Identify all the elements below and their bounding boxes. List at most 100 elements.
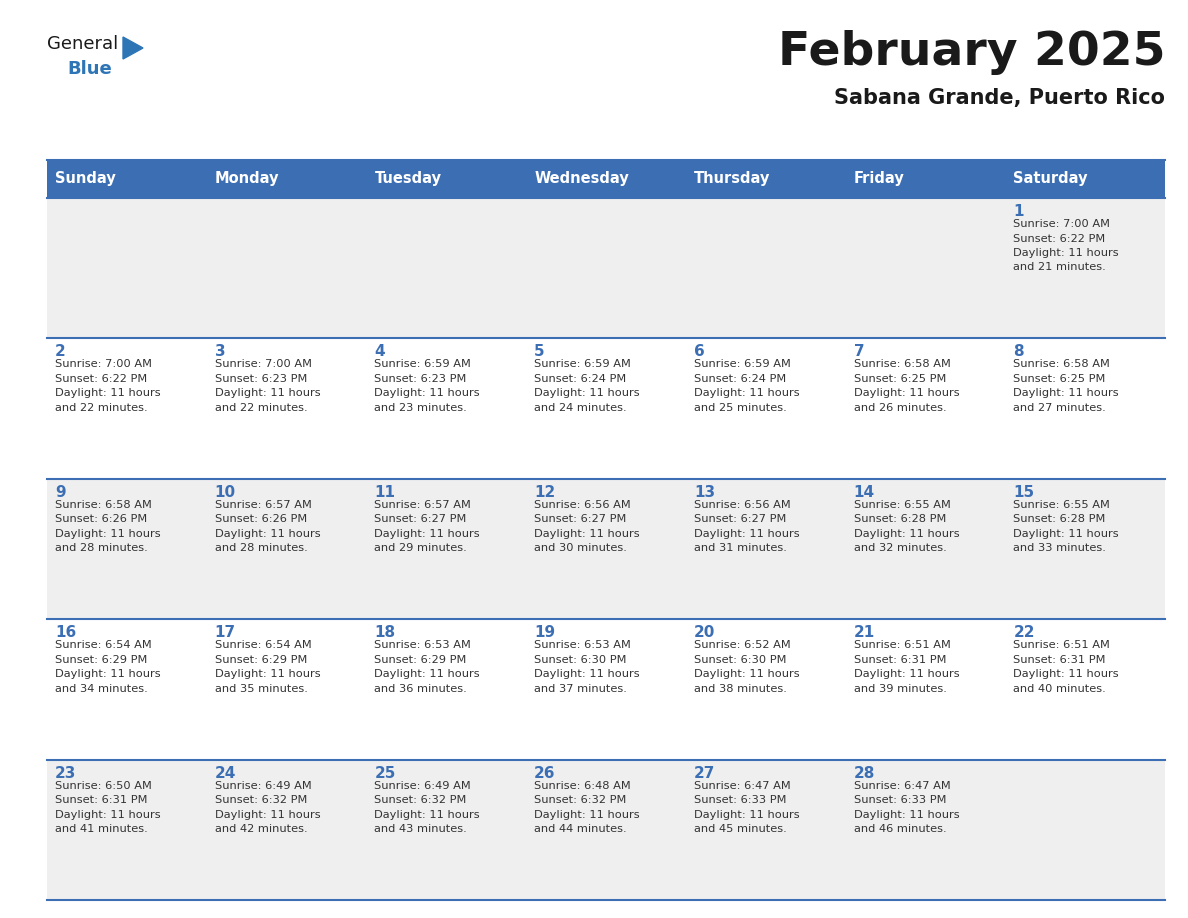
Bar [685, 160, 846, 198]
Text: Daylight: 11 hours: Daylight: 11 hours [853, 529, 959, 539]
Text: and 30 minutes.: and 30 minutes. [535, 543, 627, 554]
Text: Monday: Monday [215, 172, 279, 186]
Bar [1005, 198, 1165, 339]
Bar [1005, 620, 1165, 759]
Text: Daylight: 11 hours: Daylight: 11 hours [374, 669, 480, 679]
Bar [207, 198, 366, 339]
Bar [685, 339, 846, 479]
Text: Sunrise: 6:47 AM: Sunrise: 6:47 AM [694, 780, 790, 790]
Text: Sunrise: 6:51 AM: Sunrise: 6:51 AM [853, 640, 950, 650]
Text: Sunrise: 6:49 AM: Sunrise: 6:49 AM [374, 780, 472, 790]
Text: Sunset: 6:24 PM: Sunset: 6:24 PM [694, 374, 786, 384]
Bar [846, 620, 1005, 759]
Bar [207, 759, 366, 900]
Text: Sunset: 6:32 PM: Sunset: 6:32 PM [374, 795, 467, 805]
Text: and 27 minutes.: and 27 minutes. [1013, 403, 1106, 413]
Bar [526, 620, 685, 759]
Bar [685, 479, 846, 620]
Text: 14: 14 [853, 485, 874, 499]
Text: 11: 11 [374, 485, 396, 499]
Text: Daylight: 11 hours: Daylight: 11 hours [853, 810, 959, 820]
Text: and 46 minutes.: and 46 minutes. [853, 824, 946, 834]
Text: Daylight: 11 hours: Daylight: 11 hours [215, 810, 321, 820]
Text: and 35 minutes.: and 35 minutes. [215, 684, 308, 694]
Text: Daylight: 11 hours: Daylight: 11 hours [694, 388, 800, 398]
Bar [1005, 759, 1165, 900]
Text: 8: 8 [1013, 344, 1024, 360]
Text: Daylight: 11 hours: Daylight: 11 hours [215, 388, 321, 398]
Text: Sunrise: 7:00 AM: Sunrise: 7:00 AM [55, 360, 152, 369]
Text: Daylight: 11 hours: Daylight: 11 hours [1013, 669, 1119, 679]
Text: Friday: Friday [853, 172, 904, 186]
Text: and 41 minutes.: and 41 minutes. [55, 824, 147, 834]
Bar [48, 339, 207, 479]
Bar [48, 759, 207, 900]
Text: 21: 21 [853, 625, 874, 640]
Text: Daylight: 11 hours: Daylight: 11 hours [374, 810, 480, 820]
Text: and 33 minutes.: and 33 minutes. [1013, 543, 1106, 554]
Text: Daylight: 11 hours: Daylight: 11 hours [535, 529, 640, 539]
Text: Sunset: 6:30 PM: Sunset: 6:30 PM [694, 655, 786, 665]
Text: Sunset: 6:24 PM: Sunset: 6:24 PM [535, 374, 626, 384]
Bar [846, 759, 1005, 900]
Text: 13: 13 [694, 485, 715, 499]
Text: and 25 minutes.: and 25 minutes. [694, 403, 786, 413]
Text: Sunrise: 6:52 AM: Sunrise: 6:52 AM [694, 640, 790, 650]
Text: and 28 minutes.: and 28 minutes. [215, 543, 308, 554]
Bar [366, 160, 526, 198]
Bar [526, 160, 685, 198]
Text: Sunset: 6:28 PM: Sunset: 6:28 PM [853, 514, 946, 524]
Text: Sunrise: 6:53 AM: Sunrise: 6:53 AM [535, 640, 631, 650]
Text: 27: 27 [694, 766, 715, 780]
Text: 3: 3 [215, 344, 226, 360]
Text: Daylight: 11 hours: Daylight: 11 hours [215, 529, 321, 539]
Text: Sunset: 6:31 PM: Sunset: 6:31 PM [1013, 655, 1106, 665]
Text: Daylight: 11 hours: Daylight: 11 hours [215, 669, 321, 679]
Bar [48, 198, 207, 339]
Text: and 44 minutes.: and 44 minutes. [535, 824, 627, 834]
Text: and 32 minutes.: and 32 minutes. [853, 543, 947, 554]
Bar [846, 479, 1005, 620]
Text: and 42 minutes.: and 42 minutes. [215, 824, 308, 834]
Text: Daylight: 11 hours: Daylight: 11 hours [694, 529, 800, 539]
Text: Blue: Blue [67, 60, 112, 78]
Text: and 34 minutes.: and 34 minutes. [55, 684, 147, 694]
Text: Daylight: 11 hours: Daylight: 11 hours [55, 810, 160, 820]
Text: 9: 9 [55, 485, 65, 499]
Text: Daylight: 11 hours: Daylight: 11 hours [694, 810, 800, 820]
Text: 23: 23 [55, 766, 76, 780]
Text: and 43 minutes.: and 43 minutes. [374, 824, 467, 834]
Text: Tuesday: Tuesday [374, 172, 442, 186]
Text: Sunrise: 6:51 AM: Sunrise: 6:51 AM [1013, 640, 1110, 650]
Text: Daylight: 11 hours: Daylight: 11 hours [535, 669, 640, 679]
Text: 20: 20 [694, 625, 715, 640]
Text: Sunrise: 6:59 AM: Sunrise: 6:59 AM [535, 360, 631, 369]
Text: Sunset: 6:31 PM: Sunset: 6:31 PM [55, 795, 147, 805]
Text: Daylight: 11 hours: Daylight: 11 hours [55, 388, 160, 398]
Bar [685, 620, 846, 759]
Text: Sunset: 6:29 PM: Sunset: 6:29 PM [55, 655, 147, 665]
Bar [366, 479, 526, 620]
Text: 2: 2 [55, 344, 65, 360]
Text: Daylight: 11 hours: Daylight: 11 hours [374, 388, 480, 398]
Text: Sunset: 6:29 PM: Sunset: 6:29 PM [374, 655, 467, 665]
Polygon shape [124, 37, 143, 59]
Text: and 39 minutes.: and 39 minutes. [853, 684, 947, 694]
Text: and 37 minutes.: and 37 minutes. [535, 684, 627, 694]
Text: Sunrise: 6:55 AM: Sunrise: 6:55 AM [1013, 499, 1110, 509]
Bar [526, 339, 685, 479]
Text: Saturday: Saturday [1013, 172, 1088, 186]
Text: Daylight: 11 hours: Daylight: 11 hours [694, 669, 800, 679]
Text: Sunset: 6:32 PM: Sunset: 6:32 PM [535, 795, 626, 805]
Text: and 38 minutes.: and 38 minutes. [694, 684, 786, 694]
Text: 18: 18 [374, 625, 396, 640]
Text: and 24 minutes.: and 24 minutes. [535, 403, 627, 413]
Text: Sunrise: 6:58 AM: Sunrise: 6:58 AM [55, 499, 152, 509]
Text: and 23 minutes.: and 23 minutes. [374, 403, 467, 413]
Text: Sunset: 6:27 PM: Sunset: 6:27 PM [694, 514, 786, 524]
Text: Wednesday: Wednesday [535, 172, 628, 186]
Text: General: General [48, 35, 119, 53]
Text: 4: 4 [374, 344, 385, 360]
Text: February 2025: February 2025 [777, 30, 1165, 75]
Bar [48, 620, 207, 759]
